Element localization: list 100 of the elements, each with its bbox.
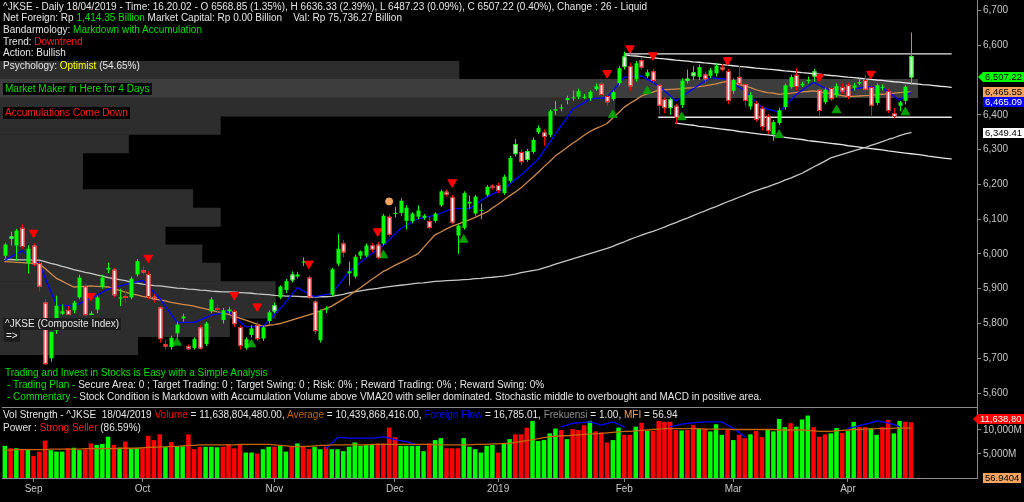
annotation: Psychology: xyxy=(3,59,57,71)
bar xyxy=(163,446,168,478)
bar xyxy=(639,422,644,478)
candlestick xyxy=(313,299,318,335)
candlestick xyxy=(903,84,908,105)
y-tick-label: 6,000 xyxy=(983,247,1009,259)
y-tick-label: 6,700 xyxy=(983,4,1009,16)
y-tick-label: 5,900 xyxy=(983,282,1009,294)
annotation: Secure Area: 0 ; Target Trading: 0 ; Target Swing: 0 ; Risk: 0% ; Reward Trading: 0% ; Reward Swing: 0% xyxy=(78,379,545,390)
bar xyxy=(679,430,684,478)
candlestick xyxy=(743,82,748,107)
bar xyxy=(759,437,765,478)
x-tick-label: Apr xyxy=(840,482,857,494)
x-tick-label: Feb xyxy=(615,482,634,494)
point xyxy=(447,179,458,188)
y-tick-label: 6,200 xyxy=(983,178,1009,190)
x-tick-label: Sep xyxy=(24,482,43,494)
annotation: = 11,638,804,480.00, xyxy=(190,409,285,421)
bar xyxy=(272,446,277,478)
annotation: Power : xyxy=(3,422,37,433)
candlestick xyxy=(404,204,409,231)
point xyxy=(648,52,658,61)
bar xyxy=(289,446,294,478)
candlestick xyxy=(634,60,639,83)
annotation: Trading and Invest in Stocks is Easy with a Simple Analysis xyxy=(5,367,268,378)
point xyxy=(172,337,182,346)
y-tick-label: 5,800 xyxy=(983,317,1009,329)
point xyxy=(229,291,240,301)
annotation: - Commentary - xyxy=(7,391,77,402)
bar xyxy=(117,447,122,478)
point xyxy=(625,45,635,54)
annotation: - Trading Plan - xyxy=(7,379,76,390)
text: Average xyxy=(286,409,324,421)
text: 56.9404 xyxy=(983,472,1022,483)
candlestick xyxy=(502,174,507,196)
bar xyxy=(14,448,19,478)
candlestick xyxy=(307,275,312,300)
y-tick-label: 5,700 xyxy=(983,352,1009,364)
candlestick xyxy=(737,65,742,88)
point xyxy=(304,260,314,270)
x-tick-label: 2019 xyxy=(486,482,510,494)
candlestick xyxy=(393,206,398,218)
point xyxy=(372,228,383,237)
text: 6,349.41 xyxy=(983,126,1024,138)
candlestick xyxy=(771,119,776,142)
y-tick-label: 6,100 xyxy=(983,212,1009,224)
annotation: Optimist xyxy=(59,59,97,71)
annotation: MFI xyxy=(623,409,642,421)
text: 6,465.09 xyxy=(983,96,1024,108)
candlestick xyxy=(450,194,455,225)
candlestick xyxy=(26,244,31,274)
annotation: Market Maker in Here for 4 Days xyxy=(5,83,150,95)
bar xyxy=(788,423,793,478)
candlestick xyxy=(909,32,914,85)
candlestick xyxy=(123,289,128,304)
annotation: Action: Bullish xyxy=(3,47,66,59)
x-tick-label: Oct xyxy=(134,482,151,494)
annotation: Stock Condition is Markdown with Accumulation Volume above VMA20 with seller dominated. Stochastic middle to overbought and MACD in positive area. xyxy=(79,391,762,402)
candlestick xyxy=(456,223,461,255)
annotation: Trend: xyxy=(3,35,32,47)
annotation: Bandarmology: xyxy=(3,24,71,35)
chart-title: ^JKSE - Daily 18/04/2019 - Time: 16.20.02 - O 6568.85 (1.35%), H 6636.33 (2.39%), L 6487.23 (0.09%), C 6507.22 (0.40%), Change : 26 - Liquid xyxy=(3,0,648,12)
candlestick xyxy=(146,270,151,300)
annotation: Markdown with Accumulation xyxy=(73,24,202,35)
annotation: Frekuensi xyxy=(543,409,588,421)
candlestick xyxy=(628,62,633,91)
candlestick xyxy=(353,254,358,279)
text: 11,638,80 xyxy=(978,412,1024,424)
bar xyxy=(295,443,300,478)
y-tick-label: 6,300 xyxy=(983,143,1009,155)
y-tick-label: 5,000M xyxy=(983,447,1017,459)
candlestick xyxy=(204,321,209,347)
y-tick-label: 5,600 xyxy=(983,386,1009,398)
bar xyxy=(455,448,461,478)
point xyxy=(143,254,154,264)
bar xyxy=(82,449,88,478)
annotation: (54.65%) xyxy=(99,59,140,71)
candlestick xyxy=(726,68,731,105)
candlestick xyxy=(198,324,203,351)
bar xyxy=(725,429,730,478)
point xyxy=(86,293,96,302)
chart-title: Vol Strength - ^JKSE 18/04/2019 xyxy=(3,409,152,421)
annotation: = 16,785.01, xyxy=(484,409,541,421)
annotation: Net Foreign: Rp xyxy=(3,12,74,24)
candlestick xyxy=(817,86,822,118)
candlestick xyxy=(674,103,679,125)
bar xyxy=(123,441,128,478)
x-tick-label: Mar xyxy=(724,482,743,494)
annotation: = 10,439,868,416.00, xyxy=(326,409,422,421)
annotation: = 1.00, xyxy=(590,409,622,421)
candlestick xyxy=(238,324,243,351)
candlestick xyxy=(112,267,117,298)
candlestick xyxy=(77,274,82,300)
text: 6,465.55 xyxy=(983,85,1024,97)
point xyxy=(602,70,612,79)
candlestick xyxy=(118,288,123,307)
text: 6,507.22 xyxy=(983,71,1024,83)
candlestick xyxy=(473,194,478,217)
candlestick xyxy=(387,213,392,238)
annotation: 1,414.35 Billion xyxy=(76,12,145,24)
